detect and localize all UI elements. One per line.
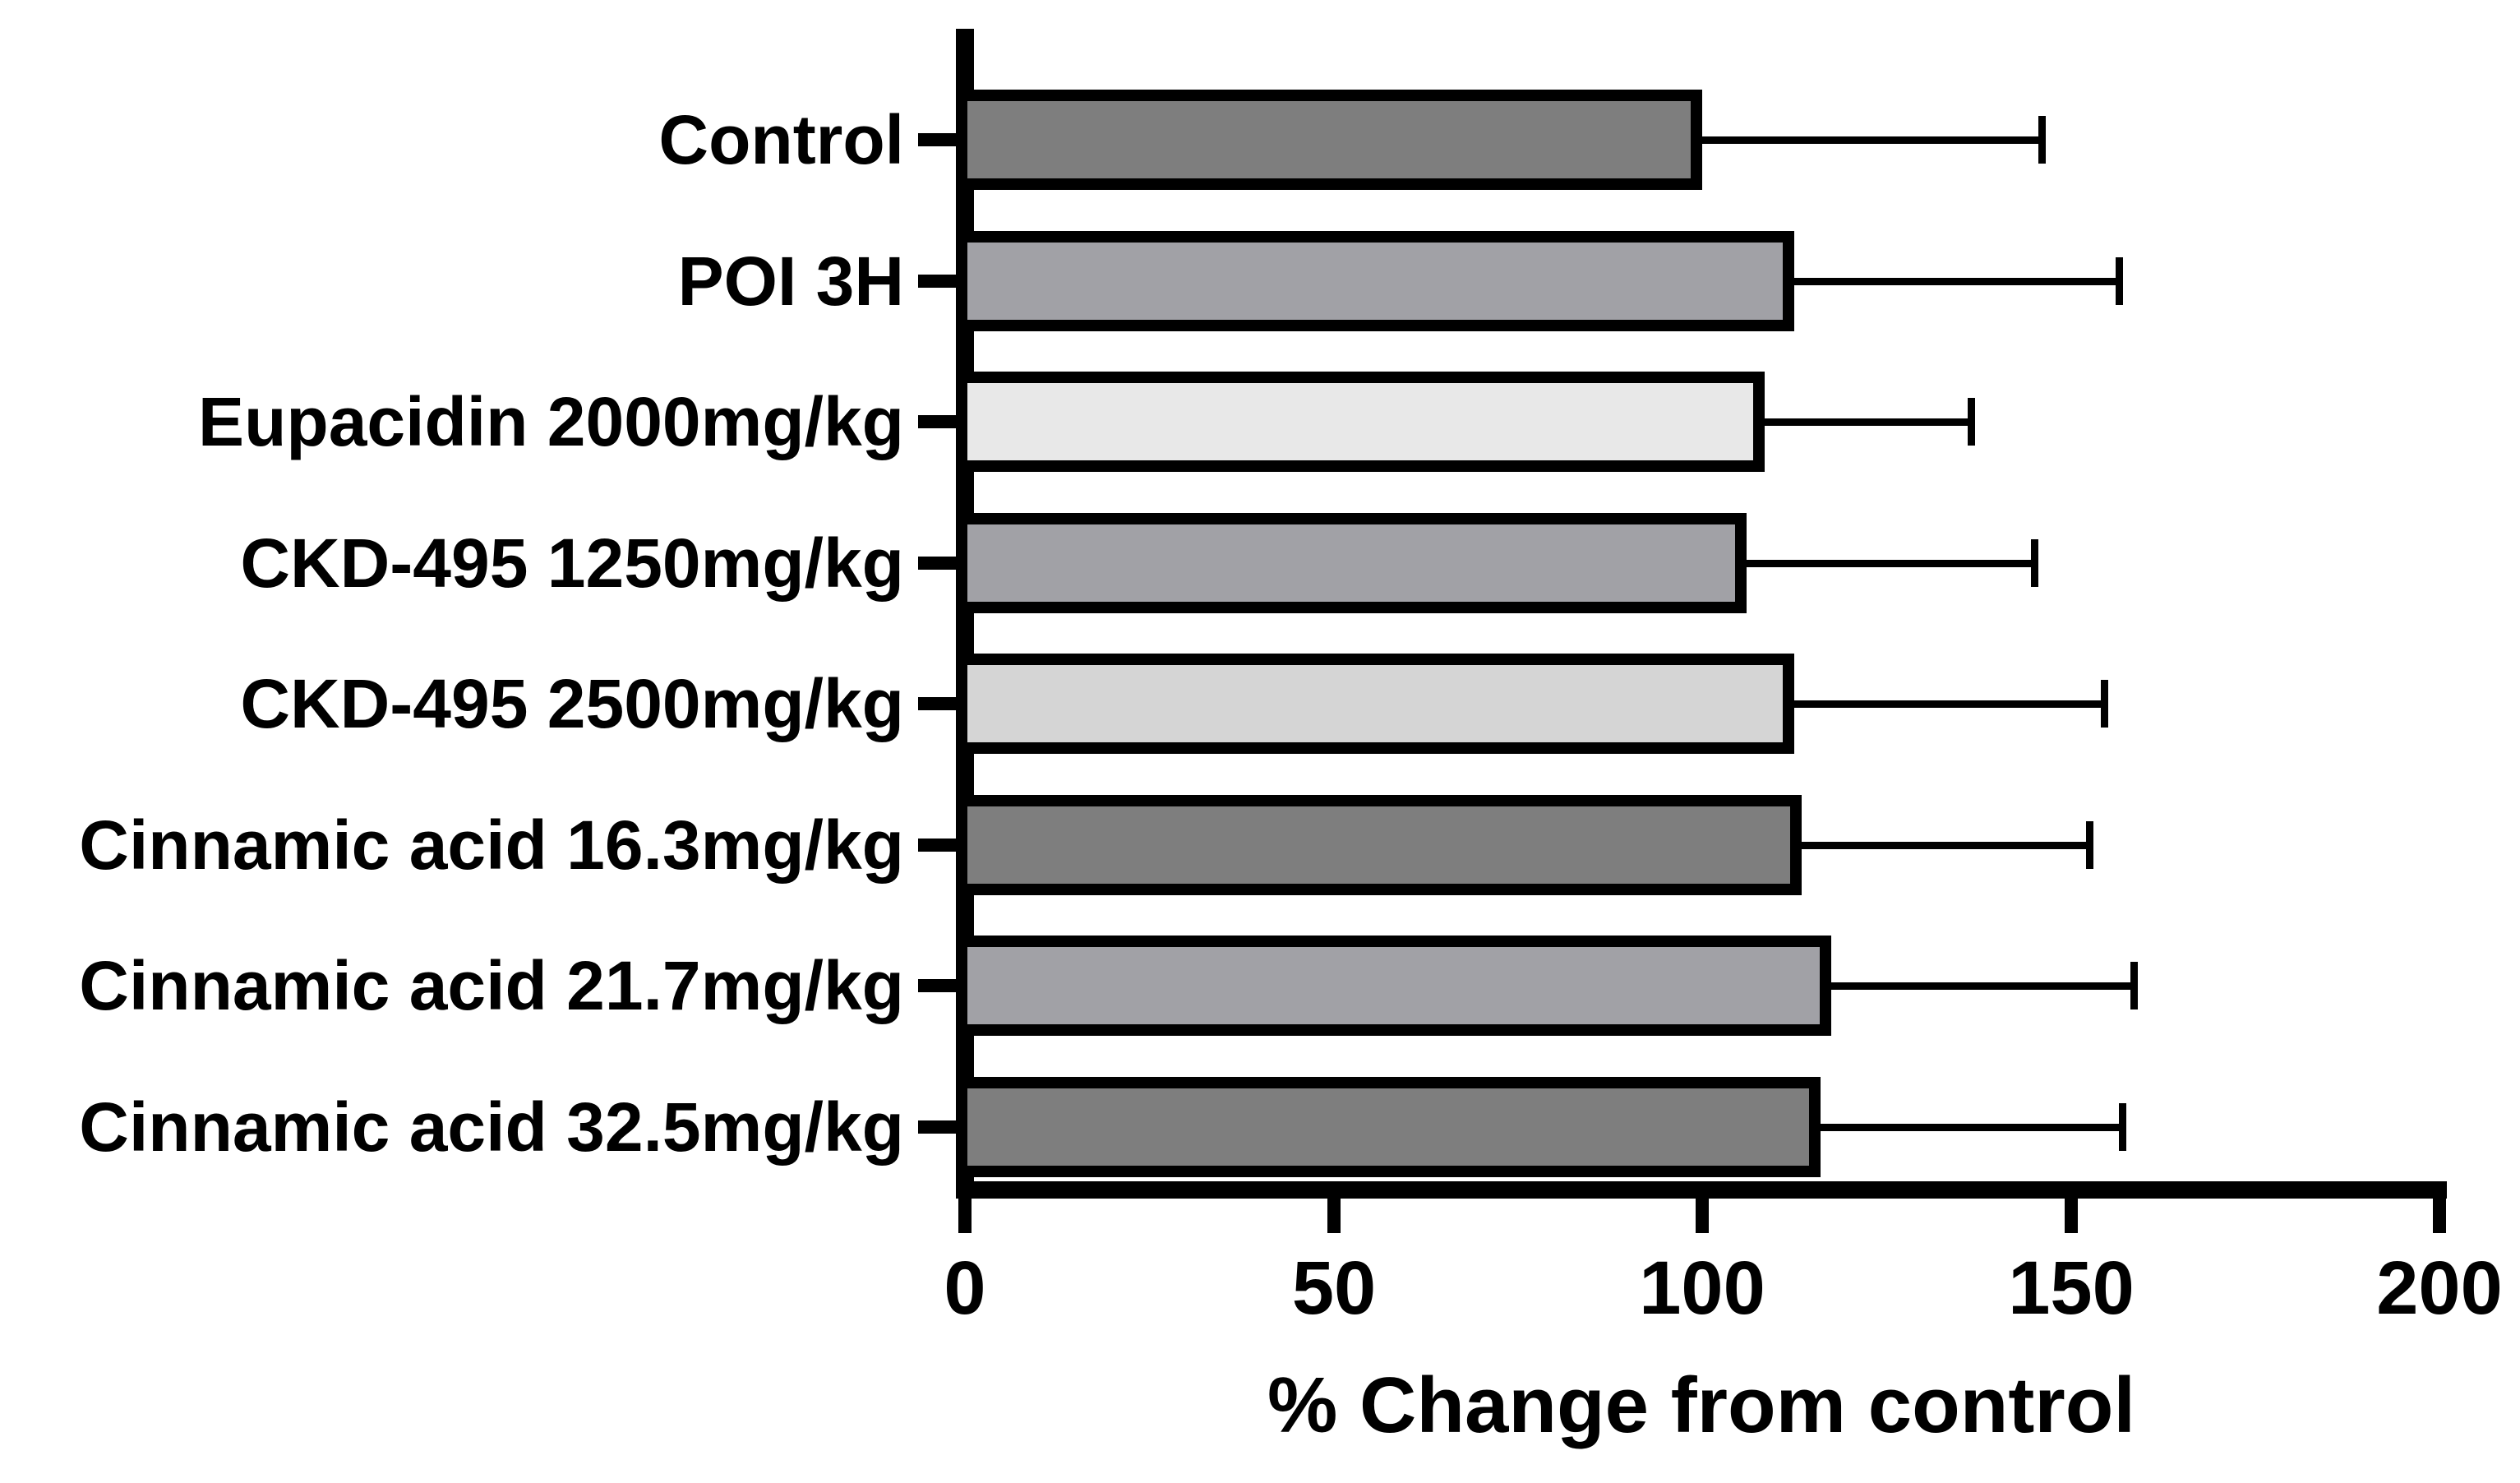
category-label: POI 3H [677,243,904,320]
bar [956,654,1794,754]
error-bar-line [1778,278,2119,285]
category-label: Cinnamic acid 21.7mg/kg [79,947,904,1024]
y-axis-tick [918,979,956,992]
x-tick-label: 200 [2376,1246,2503,1330]
bar [956,1077,1821,1177]
error-bar-line [1730,560,2034,567]
y-axis-tick [918,697,956,710]
category-label: Cinnamic acid 32.5mg/kg [79,1088,904,1166]
y-axis-tick [918,1120,956,1134]
category-label: Control [658,101,904,178]
x-axis-tick [1327,1192,1341,1233]
error-bar-line [1804,1124,2122,1131]
category-label: CKD-495 1250mg/kg [240,524,904,602]
x-axis-title: % Change from control [1267,1361,2136,1449]
bar [956,795,1802,895]
x-axis-tick [2433,1192,2446,1233]
y-axis-tick [918,415,956,428]
y-axis-tick [918,557,956,570]
error-bar-line [1815,982,2134,990]
error-bar-cap [2116,257,2123,305]
bar [956,513,1747,613]
error-bar-cap [2031,539,2038,587]
error-bar-line [1686,136,2042,144]
x-axis-tick [1696,1192,1709,1233]
x-tick-label: 50 [1291,1246,1377,1330]
y-axis-tick [918,275,956,288]
error-bar-cap [2038,116,2046,164]
x-tick-label: 100 [1639,1246,1765,1330]
y-axis-tick [918,839,956,852]
bar [956,231,1794,331]
category-label: CKD-495 2500mg/kg [240,665,904,742]
error-bar-cap [2101,680,2108,728]
x-axis-tick [958,1192,972,1233]
error-bar-line [1785,842,2089,849]
error-bar-cap [1968,398,1975,446]
error-bar-cap [2119,1103,2126,1151]
bar [956,936,1831,1036]
y-axis-tick [918,133,956,146]
bar [956,90,1702,190]
x-tick-label: 0 [944,1246,986,1330]
category-label: Cinnamic acid 16.3mg/kg [79,806,904,884]
category-label: Eupacidin 2000mg/kg [198,383,904,460]
error-bar-line [1748,418,1971,426]
error-bar-line [1778,700,2104,708]
error-bar-cap [2130,962,2138,1009]
x-tick-label: 150 [2008,1246,2135,1330]
bar [956,372,1765,472]
error-bar-cap [2086,821,2093,869]
x-axis-tick [2065,1192,2078,1233]
